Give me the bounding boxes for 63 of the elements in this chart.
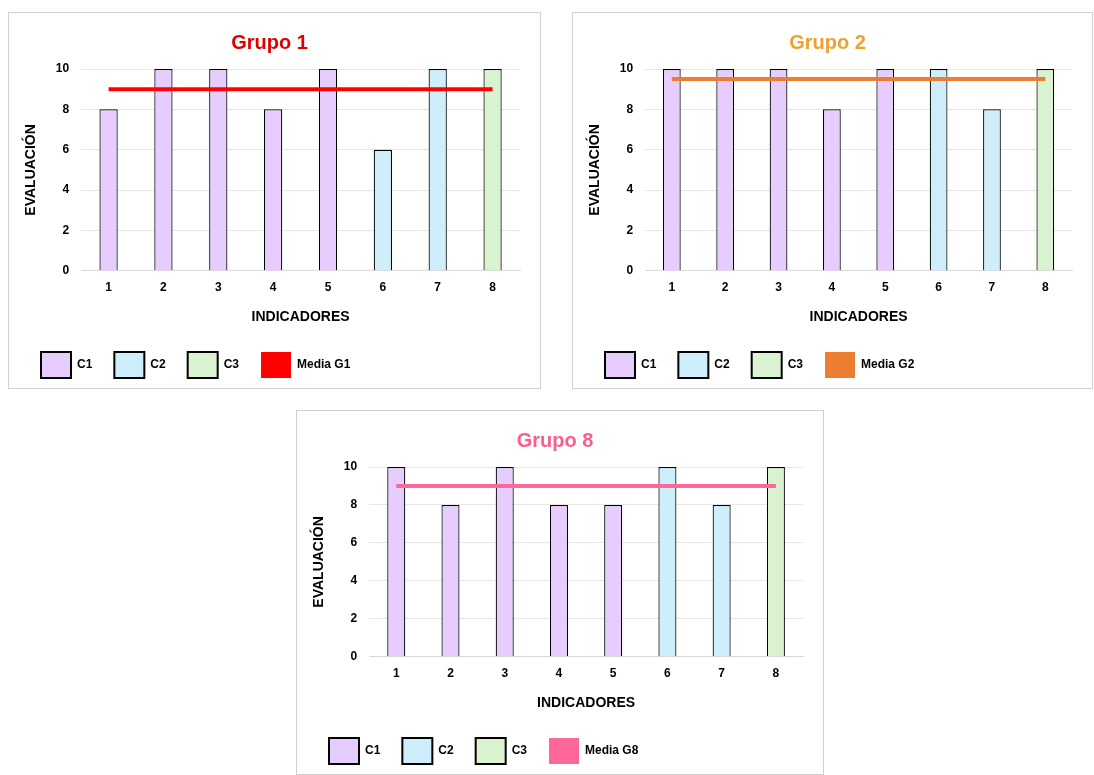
x-axis-title: INDICADORES (537, 694, 636, 711)
y-tick-label: 2 (62, 222, 70, 237)
legend-label: C3 (787, 357, 804, 372)
legend-label: Media G8 (585, 743, 639, 758)
x-tick-label: 1 (392, 666, 400, 681)
x-tick-label: 2 (447, 666, 455, 681)
y-tick-label: 6 (62, 142, 70, 157)
legend-label: Media G2 (861, 357, 915, 372)
y-tick-label: 8 (350, 497, 358, 512)
y-tick-label: 0 (62, 263, 70, 278)
x-tick-label: 4 (828, 280, 836, 295)
y-tick-label: 0 (350, 649, 358, 664)
x-tick-label: 8 (772, 666, 780, 681)
y-tick-label: 0 (626, 263, 634, 278)
chart-title: Grupo 2 (789, 30, 866, 53)
legend-label: Media G1 (297, 357, 351, 372)
x-tick-label: 3 (501, 666, 509, 681)
y-tick-label: 10 (619, 61, 634, 76)
x-tick-label: 2 (721, 280, 729, 295)
y-axis-title: EVALUACIÓN (309, 516, 327, 608)
y-axis-title: EVALUACIÓN (585, 124, 603, 216)
chart-title: Grupo 1 (231, 30, 308, 53)
y-tick-label: 8 (62, 101, 70, 116)
x-axis-title: INDICADORES (251, 308, 350, 325)
x-tick-label: 5 (609, 666, 617, 681)
y-tick-label: 6 (626, 142, 634, 157)
y-tick-label: 6 (350, 535, 358, 550)
x-tick-label: 4 (269, 280, 277, 295)
legend-label: C2 (714, 357, 731, 372)
x-tick-label: 3 (775, 280, 783, 295)
y-tick-label: 10 (55, 61, 70, 76)
x-tick-label: 1 (668, 280, 676, 295)
x-tick-label: 4 (555, 666, 563, 681)
x-tick-label: 8 (489, 280, 497, 295)
y-tick-label: 10 (343, 459, 358, 474)
x-tick-label: 8 (1041, 280, 1049, 295)
x-tick-label: 7 (988, 280, 996, 295)
x-tick-label: 6 (379, 280, 387, 295)
x-axis-title: INDICADORES (809, 308, 908, 325)
y-axis-title: EVALUACIÓN (21, 124, 39, 216)
x-tick-label: 5 (324, 280, 332, 295)
legend-label: C2 (438, 743, 455, 758)
chart-title: Grupo 8 (516, 428, 594, 451)
x-tick-label: 3 (214, 280, 222, 295)
x-tick-label: 6 (935, 280, 943, 295)
x-tick-label: 5 (881, 280, 889, 295)
y-tick-label: 2 (350, 611, 358, 626)
x-tick-label: 7 (718, 666, 726, 681)
y-tick-label: 8 (626, 101, 634, 116)
legend-label: C1 (77, 357, 93, 372)
x-tick-label: 7 (434, 280, 442, 295)
y-tick-label: 4 (626, 182, 634, 197)
x-tick-label: 2 (160, 280, 168, 295)
x-tick-label: 1 (105, 280, 113, 295)
legend-label: C1 (365, 743, 381, 758)
y-tick-label: 4 (350, 573, 358, 588)
y-tick-label: 2 (626, 222, 634, 237)
y-tick-label: 4 (62, 182, 70, 197)
legend-label: C1 (641, 357, 657, 372)
legend-label: C2 (150, 357, 167, 372)
x-tick-label: 6 (664, 666, 672, 681)
legend-label: C3 (223, 357, 240, 372)
legend-label: C3 (511, 743, 528, 758)
